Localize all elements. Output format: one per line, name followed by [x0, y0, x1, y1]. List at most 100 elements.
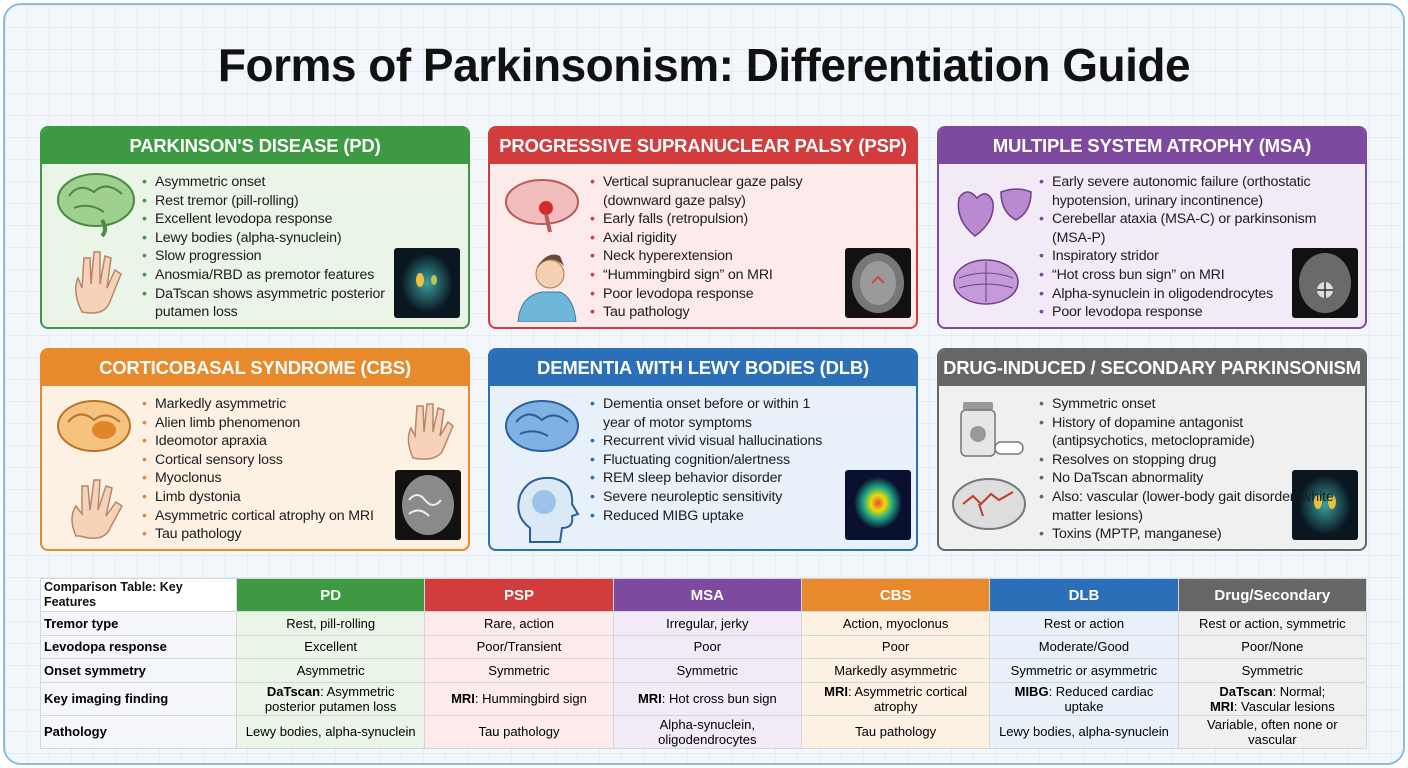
bullet: Alpha-synuclein in oligodendrocytes — [1039, 285, 1339, 304]
brain-icon — [505, 179, 579, 233]
icon-part — [871, 275, 885, 284]
table-row: Levodopa response Excellent Poor/Transient… — [40, 634, 1368, 659]
icon-part — [505, 179, 579, 225]
table-cell: Tau pathology — [424, 714, 614, 749]
table-cell: Action, myoclonus — [800, 611, 991, 636]
bullet: Inspiratory stridor — [1039, 247, 1339, 266]
bullet: Lewy bodies (alpha-synuclein) — [142, 229, 387, 248]
bullet: DaTscan shows asymmetric posterior putam… — [142, 285, 387, 322]
scan-image — [395, 470, 461, 540]
scan-image — [845, 470, 911, 540]
table-cell: Lewy bodies, alpha-synuclein — [989, 714, 1179, 749]
row-label: Onset symmetry — [40, 658, 237, 683]
cell-bold: MRI — [637, 691, 662, 706]
table-cell: DaTscan: Asymmetric posterior putamen lo… — [235, 681, 426, 716]
icon-part — [505, 400, 579, 452]
cell-text: : Vascular lesions — [1233, 698, 1335, 714]
pill-icon — [960, 402, 1024, 457]
bullet: “Hummingbird sign” on MRI — [590, 266, 835, 285]
icon-part — [100, 218, 107, 238]
scan-image — [394, 248, 460, 318]
table-cell: Poor/Transient — [424, 634, 614, 659]
table-cell: Tau pathology — [800, 714, 991, 749]
cell-line: MIBG: Reduced cardiac uptake — [1015, 684, 1154, 714]
table-row: Tremor type Rest, pill-rolling Rare, actio… — [40, 611, 1368, 636]
table-cell: Rest or action — [989, 611, 1179, 636]
table-cell: Symmetric — [1177, 658, 1368, 683]
bullet: “Hot cross bun sign” on MRI — [1039, 266, 1339, 285]
icon-part — [957, 191, 994, 237]
brain-icon — [952, 478, 1026, 530]
table-cell: Rest or action, symmetric — [1177, 611, 1368, 636]
icon-part — [544, 213, 552, 233]
bullet: Toxins (MPTP, manganese) — [1039, 525, 1339, 544]
table-cell: Asymmetric — [235, 658, 426, 683]
bullet-list: Markedly asymmetricAlien limb phenomenon… — [142, 395, 387, 544]
title: Forms of Parkinsonism: Differentiation G… — [217, 39, 1191, 91]
scan-image — [845, 248, 911, 318]
bullet: Myoclonus — [142, 469, 387, 488]
column-header: PD — [235, 578, 426, 612]
table-cell: Symmetric — [424, 658, 614, 683]
table-cell: Symmetric — [612, 658, 802, 683]
cell-text: : Hot cross bun sign — [661, 691, 777, 706]
column-header: Drug/Secondary — [1177, 578, 1368, 612]
table-cell: Poor/None — [1177, 634, 1368, 659]
icon-part — [517, 291, 577, 322]
bullet-list: Early severe autonomic failure (orthosta… — [1039, 173, 1339, 322]
table-cell: MRI: Hummingbird sign — [424, 681, 614, 716]
icon-part — [71, 479, 123, 539]
hand-icon — [407, 403, 454, 460]
bullet: Anosmia/RBD as premotor features — [142, 266, 387, 285]
brain-icon — [57, 173, 135, 238]
table-cell: DaTscan: Normal; MRI: Vascular lesions — [1177, 681, 1368, 716]
bullet: Excellent levodopa response — [142, 210, 387, 229]
card-title: PROGRESSIVE SUPRANUCLEAR PALSY (PSP) — [490, 128, 916, 164]
cell-bold: MIBG — [1014, 683, 1049, 699]
bullet: Asymmetric onset — [142, 173, 387, 192]
icon-part — [402, 475, 454, 535]
card-title: MULTIPLE SYSTEM ATROPHY (MSA) — [939, 128, 1365, 164]
table-cell: Rest, pill-rolling — [235, 611, 426, 636]
bullet: Cortical sensory loss — [142, 451, 387, 470]
hand-icon — [75, 251, 122, 314]
bullet: Early severe autonomic failure (orthosta… — [1039, 173, 1339, 210]
bullet: Rest tremor (pill-rolling) — [142, 192, 387, 211]
row-label: Levodopa response — [40, 634, 237, 659]
bullet-list: Dementia onset before or within 1 year o… — [590, 395, 835, 525]
cell-line: MRI: Vascular lesions — [1182, 699, 1363, 714]
column-header: MSA — [612, 578, 802, 612]
cell-text: : Reduced cardiac uptake — [1048, 683, 1154, 714]
table-cell: Poor — [612, 634, 802, 659]
bullet: Neck hyperextension — [590, 247, 835, 266]
icon-part — [860, 261, 896, 305]
icon-part — [532, 490, 556, 514]
bullet: Early falls (retropulsion) — [590, 210, 835, 229]
card-title: DRUG-INDUCED / SECONDARY PARKINSONISM — [939, 350, 1365, 386]
column-header: CBS — [800, 578, 991, 612]
bullet: Cerebellar ataxia (MSA-C) or parkinsonis… — [1039, 210, 1339, 247]
table-cell: MRI: Asymmetric cortical atrophy — [800, 681, 991, 716]
bullet-list: Asymmetric onsetRest tremor (pill-rollin… — [142, 173, 387, 322]
cell-bold: MRI — [824, 683, 848, 699]
table-cell: Irregular, jerky — [612, 611, 802, 636]
hand-icon — [71, 479, 123, 539]
icon-part — [958, 262, 1014, 302]
table-caption: Comparison Table: Key Features — [40, 578, 237, 612]
bullet: Reduced MIBG uptake — [590, 507, 835, 526]
cerebellum-icon — [953, 259, 1019, 305]
cell-bold: DaTscan — [1219, 683, 1273, 699]
icon-part — [994, 441, 1024, 455]
row-label: Pathology — [40, 714, 237, 749]
card-title: PARKINSON'S DISEASE (PD) — [42, 128, 468, 164]
icon-part — [535, 259, 565, 289]
brain-icon — [505, 400, 579, 452]
bullet: Tau pathology — [590, 303, 835, 322]
bullet: Alien limb phenomenon — [142, 414, 387, 433]
bullet: Limb dystonia — [142, 488, 387, 507]
cell-text: : Normal; — [1272, 683, 1326, 699]
table-cell: Alpha-synuclein, oligodendrocytes — [612, 714, 802, 749]
card: DRUG-INDUCED / SECONDARY PARKINSONISM Sym… — [937, 348, 1367, 551]
icon-part — [401, 253, 453, 313]
